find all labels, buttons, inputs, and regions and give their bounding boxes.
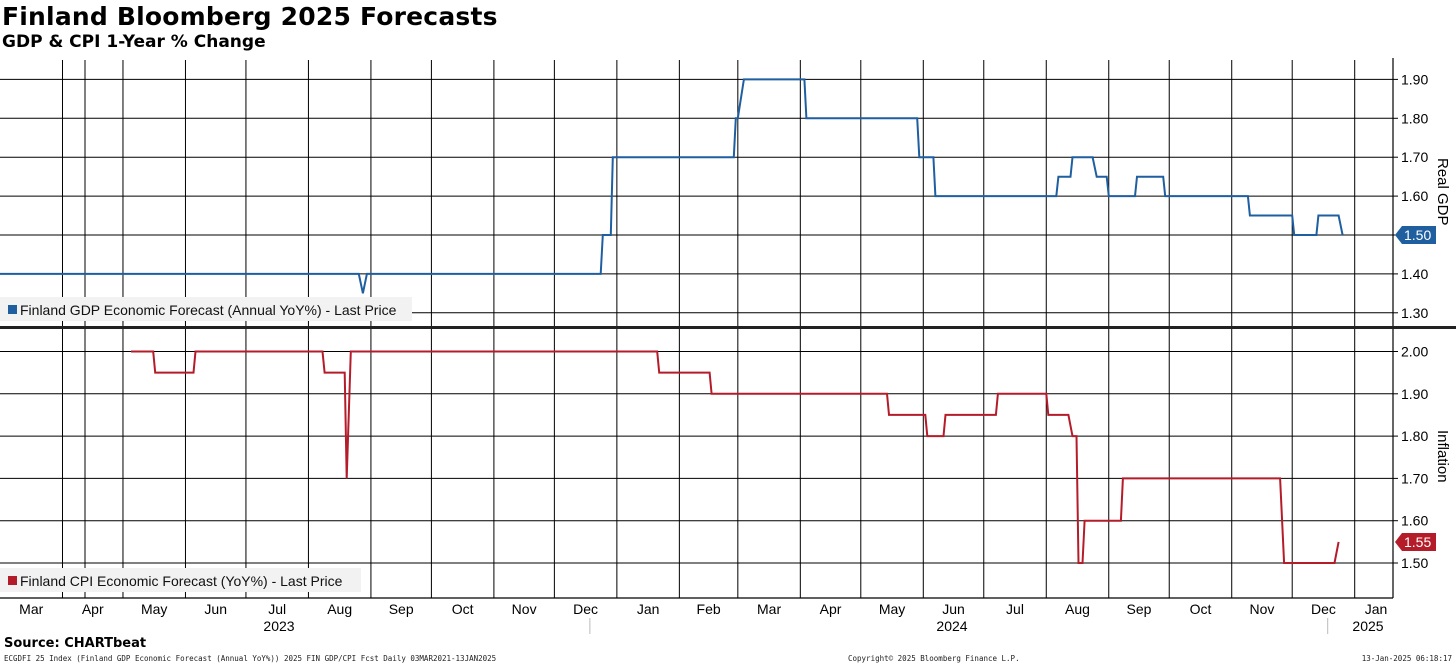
gdp-last-value-tag: 1.50: [1395, 226, 1436, 244]
y-tick-label: 1.80: [1401, 110, 1428, 126]
gdp-line: [0, 78, 1344, 294]
cpi-legend-label: Finland CPI Economic Forecast (YoY%) - L…: [20, 573, 343, 589]
x-tick-label: Apr: [82, 601, 104, 617]
x-tick-label: May: [141, 601, 167, 617]
y-tick-label: 1.90: [1401, 386, 1428, 402]
footer-index-note: ECGDFI 25 Index (Finland GDP Economic Fo…: [4, 654, 497, 663]
gdp-legend-swatch: [8, 305, 17, 314]
gdp-axis-title: Real GDP: [1434, 158, 1451, 226]
x-tick-label: Jan: [637, 601, 660, 617]
gdp-legend: Finland GDP Economic Forecast (Annual Yo…: [0, 297, 412, 321]
y-tick-label: 1.60: [1401, 188, 1428, 204]
y-tick-label: 1.80: [1401, 428, 1428, 444]
x-tick-label: May: [879, 601, 905, 617]
x-tick-label: Jul: [268, 601, 286, 617]
cpi-legend-swatch: [8, 576, 17, 585]
x-tick-label: Aug: [327, 601, 352, 617]
y-tick-label: 2.00: [1401, 344, 1428, 360]
x-tick-label: Dec: [1311, 601, 1336, 617]
x-tick-label: Apr: [820, 601, 842, 617]
x-year-label: 2023: [263, 618, 294, 634]
chart-title: Finland Bloomberg 2025 Forecasts: [2, 2, 498, 31]
x-tick-label: Jun: [942, 601, 965, 617]
cpi-legend: Finland CPI Economic Forecast (YoY%) - L…: [0, 568, 361, 592]
y-tick-label: 1.70: [1401, 470, 1428, 486]
cpi-last-value-tag: 1.55: [1395, 533, 1436, 551]
x-tick-label: Mar: [757, 601, 781, 617]
gdp-last-value: 1.50: [1404, 227, 1431, 243]
cpi-line: [131, 350, 1340, 564]
x-tick-label: Oct: [1190, 601, 1212, 617]
x-tick-label: Nov: [512, 601, 537, 617]
x-tick-label: Mar: [19, 601, 43, 617]
gdp-legend-label: Finland GDP Economic Forecast (Annual Yo…: [20, 302, 397, 318]
y-tick-label: 1.40: [1401, 266, 1428, 282]
y-tick-label: 1.60: [1401, 513, 1428, 529]
x-tick-label: Feb: [697, 601, 721, 617]
x-tick-label: Jun: [204, 601, 227, 617]
gdp-panel: [0, 78, 1344, 294]
y-tick-label: 1.50: [1401, 555, 1428, 571]
cpi-panel: [131, 350, 1340, 564]
x-tick-label: Nov: [1250, 601, 1275, 617]
x-tick-label: Oct: [452, 601, 474, 617]
chart-subtitle: GDP & CPI 1-Year % Change: [2, 32, 266, 52]
footer-timestamp: 13-Jan-2025 06:18:17: [1361, 654, 1452, 663]
x-tick-label: Jan: [1365, 601, 1388, 617]
x-tick-label: Dec: [573, 601, 598, 617]
y-axes: 1.30 1.40 1.50 1.60 1.70 1.80 1.90 1.50 1.60 1.70…: [1393, 71, 1428, 571]
chart-frame: [0, 58, 1456, 599]
footer-copyright: Copyright© 2025 Bloomberg Finance L.P.: [848, 654, 1020, 663]
x-year-label: 2024: [936, 618, 967, 634]
x-axis: Mar Apr May Jun Jul Aug Sep Oct Nov Dec Jan Feb Mar A…: [19, 601, 1387, 634]
x-tick-label: Aug: [1065, 601, 1090, 617]
x-tick-label: Sep: [1127, 601, 1152, 617]
y-tick-label: 1.30: [1401, 305, 1428, 321]
x-tick-label: Jul: [1006, 601, 1024, 617]
y-tick-label: 1.90: [1401, 71, 1428, 87]
cpi-axis-title: Inflation: [1434, 430, 1451, 483]
y-tick-label: 1.70: [1401, 149, 1428, 165]
x-year-label: 2025: [1352, 618, 1383, 634]
x-tick-label: Sep: [389, 601, 414, 617]
cpi-last-value: 1.55: [1404, 534, 1431, 550]
source-note: Source: CHARTbeat: [4, 636, 147, 651]
